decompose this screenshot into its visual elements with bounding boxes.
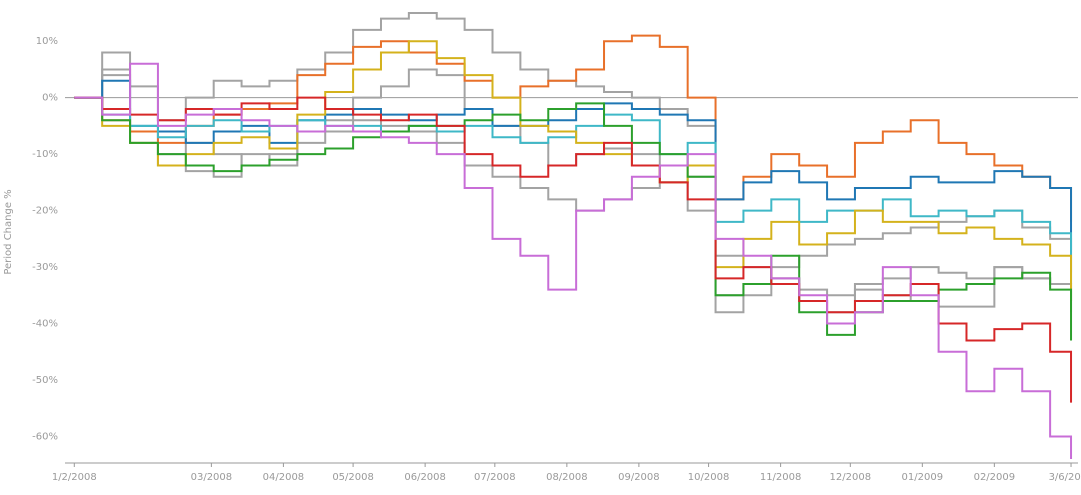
x-tick-label: 08/2008: [546, 472, 588, 483]
x-tick-label: 03/2008: [191, 472, 233, 483]
x-tick-label: 12/2008: [830, 472, 872, 483]
series-line: [74, 40, 1073, 301]
series-line: [74, 62, 1073, 460]
y-axis-label: Period Change %: [3, 189, 14, 274]
series-line: [74, 68, 1073, 314]
x-tick-label: 09/2008: [618, 472, 660, 483]
y-tick-label: -50%: [32, 375, 58, 386]
x-tick-label: 3/6/2009: [1049, 472, 1081, 483]
series-line: [74, 11, 1073, 301]
y-tick-label: -40%: [32, 319, 58, 330]
x-tick-label: 1/2/2008: [52, 472, 97, 483]
x-tick-label: 02/2009: [974, 472, 1016, 483]
y-tick-label: 0%: [42, 93, 58, 104]
series-line: [74, 96, 1073, 341]
y-tick-label: -10%: [32, 149, 58, 160]
series-line: [74, 51, 1073, 314]
x-tick-label: 05/2008: [332, 472, 374, 483]
x-tick-label: 07/2008: [474, 472, 516, 483]
series-line: [74, 96, 1073, 285]
x-tick-label: 06/2008: [404, 472, 446, 483]
y-tick-label: -30%: [32, 262, 58, 273]
x-tick-label: 10/2008: [688, 472, 730, 483]
x-tick-label: 04/2008: [263, 472, 305, 483]
y-tick-label: -20%: [32, 206, 58, 217]
series-line: [74, 34, 1073, 222]
x-tick-label: 11/2008: [760, 472, 802, 483]
y-tick-label: -60%: [32, 431, 58, 442]
x-tick-label: 01/2009: [902, 472, 944, 483]
y-tick-label: 10%: [36, 36, 58, 47]
